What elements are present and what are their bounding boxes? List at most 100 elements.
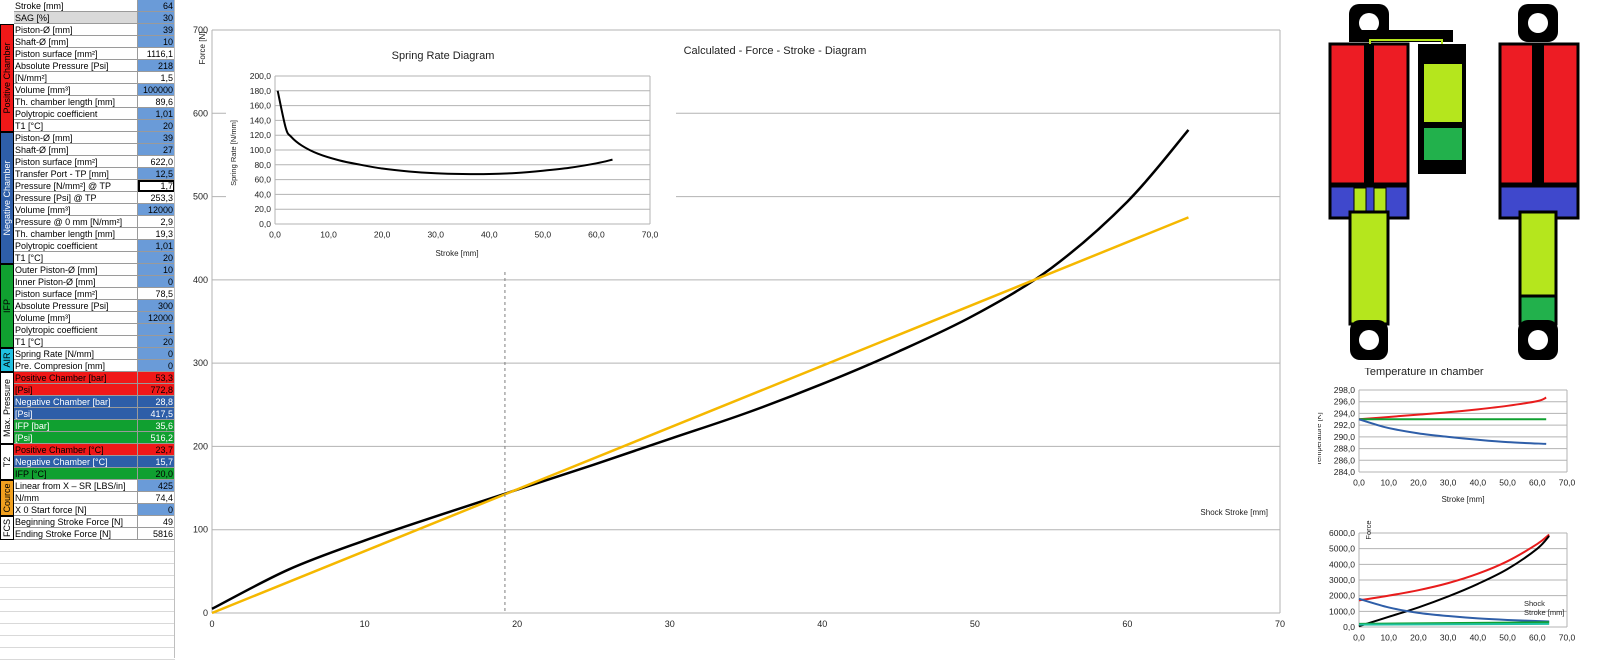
parameter-value[interactable]: 516,2 [138,432,175,444]
parameter-value[interactable]: 100000 [138,84,175,96]
parameter-value[interactable]: 74,4 [138,492,175,504]
table-row[interactable]: Negative Chamber [bar] 28,8 [14,396,175,408]
spring-rate-chart[interactable]: 0,0 20,0 40,0 60,0 80,0 100,0 120,0 140,0 160,0 1… [226,40,676,270]
parameter-value[interactable]: 1 [138,324,175,336]
table-row[interactable]: Positive Chamber [°C] 23,7 [14,444,175,456]
table-row[interactable]: X 0 Start force [N] 0 [14,504,175,516]
empty-row[interactable] [0,540,175,552]
parameter-value[interactable]: 27 [138,144,175,156]
parameter-value[interactable]: 0 [138,276,175,288]
table-row[interactable]: Th. chamber length [mm] 19,3 [14,228,175,240]
table-row[interactable]: Inner Piston-Ø [mm] 0 [14,276,175,288]
empty-row[interactable] [0,600,175,612]
parameter-value[interactable]: 1,5 [138,72,175,84]
table-row[interactable]: Piston-Ø [mm] 39 [14,24,175,36]
table-row[interactable]: Linear from X – SR [LBS/in] 425 [14,480,175,492]
empty-row[interactable] [0,588,175,600]
parameter-value[interactable]: 23,7 [138,444,175,456]
table-row[interactable]: T1 [°C] 20 [14,252,175,264]
table-row[interactable]: Polytropic coefficient 1,01 [14,240,175,252]
table-row[interactable]: [Psi] 772,8 [14,384,175,396]
parameter-value[interactable]: 20,0 [138,468,175,480]
parameter-value[interactable]: 417,5 [138,408,175,420]
parameter-value[interactable]: 0 [138,348,175,360]
table-row[interactable]: Piston-Ø [mm] 39 [14,132,175,144]
parameter-value[interactable]: 1,7 [138,180,175,192]
parameter-value[interactable]: 78,5 [138,288,175,300]
table-row[interactable]: Volume [mm³] 100000 [14,84,175,96]
parameter-value[interactable]: 30 [138,12,175,24]
parameter-value[interactable]: 0 [138,504,175,516]
table-row[interactable]: IFP [bar] 35,6 [14,420,175,432]
table-row[interactable]: N/mm 74,4 [14,492,175,504]
parameter-value[interactable]: 2,9 [138,216,175,228]
empty-row[interactable] [0,576,175,588]
table-row[interactable]: Piston surface [mm²] 1116,1 [14,48,175,60]
parameter-value[interactable]: 39 [138,24,175,36]
table-row[interactable]: Outer Piston-Ø [mm] 10 [14,264,175,276]
parameter-value[interactable]: 218 [138,60,175,72]
parameter-value[interactable]: 12000 [138,312,175,324]
table-row[interactable]: SAG [%] 30 [14,12,175,24]
parameter-value[interactable]: 20 [138,252,175,264]
table-row[interactable]: IFP [°C] 20,0 [14,468,175,480]
table-row[interactable]: [N/mm²] 1,5 [14,72,175,84]
table-row[interactable]: Pre. Compresion [mm] 0 [14,360,175,372]
parameter-value[interactable]: 12,5 [138,168,175,180]
parameter-value[interactable]: 35,6 [138,420,175,432]
parameter-value[interactable]: 300 [138,300,175,312]
table-row[interactable]: Pressure @ 0 mm [N/mm²] 2,9 [14,216,175,228]
empty-row[interactable] [0,564,175,576]
parameter-value[interactable]: 53,3 [138,372,175,384]
empty-row[interactable] [0,636,175,648]
parameter-value[interactable]: 20 [138,336,175,348]
parameter-value[interactable]: 1116,1 [138,48,175,60]
parameter-value[interactable]: 772,8 [138,384,175,396]
table-row[interactable]: Pressure [N/mm²] @ TP 1,7 [14,180,175,192]
table-row[interactable]: Polytropic coefficient 1,01 [14,108,175,120]
table-row[interactable]: Shaft-Ø [mm] 10 [14,36,175,48]
table-row[interactable]: T1 [°C] 20 [14,336,175,348]
empty-row[interactable] [0,624,175,636]
table-row[interactable]: Absolute Pressure [Psi] 300 [14,300,175,312]
table-row[interactable]: [Psi] 516,2 [14,432,175,444]
table-row[interactable]: Pressure [Psi] @ TP 253,3 [14,192,175,204]
table-row[interactable]: Piston surface [mm²] 78,5 [14,288,175,300]
parameter-value[interactable]: 64 [138,0,175,12]
table-row[interactable]: Positive Chamber [bar] 53,3 [14,372,175,384]
empty-row[interactable] [0,552,175,564]
table-row[interactable]: Spring Rate [N/mm] 0 [14,348,175,360]
table-row[interactable]: Volume [mm³] 12000 [14,204,175,216]
table-row[interactable]: Ending Stroke Force [N] 5816 [14,528,175,540]
table-row[interactable]: Absolute Pressure [Psi] 218 [14,60,175,72]
parameter-value[interactable]: 89,6 [138,96,175,108]
parameter-value[interactable]: 1,01 [138,108,175,120]
parameter-value[interactable]: 1,01 [138,240,175,252]
table-row[interactable]: Th. chamber length [mm] 89,6 [14,96,175,108]
table-row[interactable]: T1 [°C] 20 [14,120,175,132]
table-row[interactable]: Volume [mm³] 12000 [14,312,175,324]
parameter-value[interactable]: 49 [138,516,175,528]
parameter-value[interactable]: 19,3 [138,228,175,240]
parameter-value[interactable]: 622,0 [138,156,175,168]
parameter-value[interactable]: 28,8 [138,396,175,408]
force-stroke-chart[interactable]: 0 100 200 300 400 500 600 700 0 10 20 30 40 50 60 70 Cal… [178,0,1293,658]
parameter-value[interactable]: 10 [138,264,175,276]
table-row[interactable]: Transfer Port - TP [mm] 12,5 [14,168,175,180]
parameter-value[interactable]: 253,3 [138,192,175,204]
table-row[interactable]: Stroke [mm] 64 [14,0,175,12]
parameter-value[interactable]: 15,7 [138,456,175,468]
empty-row[interactable] [0,648,175,660]
table-row[interactable]: Shaft-Ø [mm] 27 [14,144,175,156]
table-row[interactable]: Polytropic coefficient 1 [14,324,175,336]
empty-row[interactable] [0,612,175,624]
forces-chart[interactable]: 0,0 1000,0 2000,0 3000,0 4000,0 5000,0 6000,0 0… [1318,520,1600,658]
parameter-value[interactable]: 5816 [138,528,175,540]
parameter-value[interactable]: 39 [138,132,175,144]
table-row[interactable]: [Psi] 417,5 [14,408,175,420]
parameter-value[interactable]: 10 [138,36,175,48]
parameter-value[interactable]: 425 [138,480,175,492]
table-row[interactable]: Negative Chamber [°C] 15,7 [14,456,175,468]
table-row[interactable]: Piston surface [mm²] 622,0 [14,156,175,168]
